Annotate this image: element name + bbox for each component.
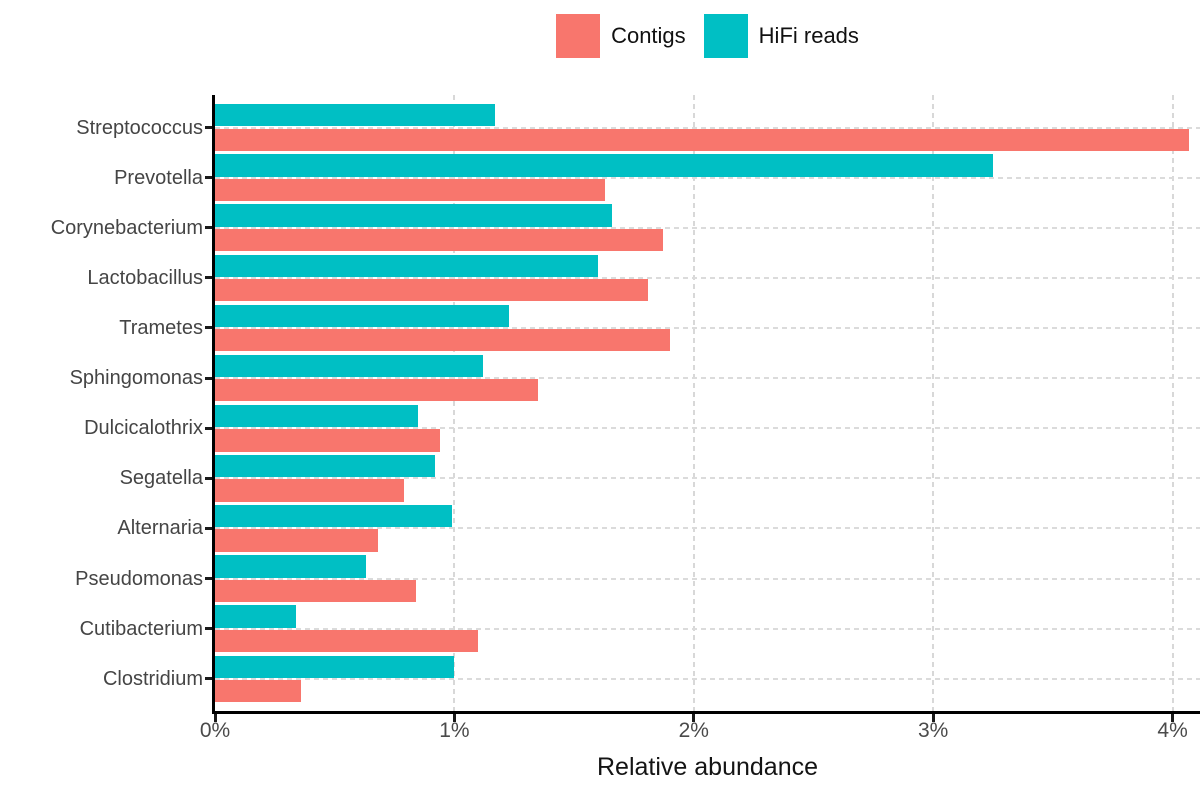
category-label-streptococcus: Streptococcus bbox=[76, 116, 203, 139]
bar-contigs-segatella bbox=[215, 479, 405, 502]
x-tick-label-4: 4% bbox=[1157, 719, 1188, 742]
horizontal-gridline bbox=[215, 176, 1200, 179]
y-tick bbox=[205, 226, 212, 230]
horizontal-gridline bbox=[215, 627, 1200, 630]
y-tick bbox=[205, 376, 212, 380]
y-tick bbox=[205, 526, 212, 530]
category-label-sphingomonas: Sphingomonas bbox=[69, 367, 203, 390]
category-label-corynebacterium: Corynebacterium bbox=[50, 216, 203, 239]
bar-hifi-prevotella bbox=[215, 154, 994, 177]
horizontal-gridline bbox=[215, 427, 1200, 430]
category-label-dulcicalothrix: Dulcicalothrix bbox=[84, 417, 203, 440]
x-tick bbox=[213, 714, 217, 722]
x-tick-label-1: 1% bbox=[439, 719, 470, 742]
y-tick bbox=[205, 627, 212, 631]
bar-contigs-pseudomonas bbox=[215, 579, 417, 602]
y-tick bbox=[205, 126, 212, 129]
horizontal-gridline bbox=[215, 226, 1200, 229]
vertical-gridline bbox=[453, 95, 456, 711]
x-axis-tick-labels: 0% 1% 2% 3% 4% bbox=[200, 719, 1200, 747]
category-label-prevotella: Prevotella bbox=[114, 166, 203, 189]
bar-hifi-segatella bbox=[215, 455, 436, 478]
y-tick bbox=[205, 476, 212, 480]
bar-contigs-trametes bbox=[215, 328, 670, 352]
bar-contigs-dulcicalothrix bbox=[215, 429, 441, 452]
bar-hifi-lactobacillus bbox=[215, 254, 599, 277]
vertical-gridline bbox=[932, 95, 935, 711]
bar-contigs-alternaria bbox=[215, 529, 378, 552]
category-label-pseudomonas: Pseudomonas bbox=[75, 567, 203, 590]
horizontal-gridline bbox=[215, 477, 1200, 480]
legend: Contigs HiFi reads bbox=[215, 14, 1200, 58]
bar-hifi-alternaria bbox=[215, 505, 452, 528]
y-tick bbox=[205, 426, 212, 430]
bar-contigs-sphingomonas bbox=[215, 379, 539, 402]
legend-item-hifi-reads: HiFi reads bbox=[703, 14, 859, 58]
x-tick-label-0: 0% bbox=[199, 719, 231, 742]
vertical-gridline bbox=[692, 95, 695, 711]
x-axis-title: Relative abundance bbox=[597, 753, 818, 781]
y-axis-line bbox=[212, 95, 215, 714]
category-label-alternaria: Alternaria bbox=[117, 517, 203, 540]
bar-contigs-corynebacterium bbox=[215, 228, 663, 252]
bar-contigs-cutibacterium bbox=[215, 629, 479, 652]
legend-label: Contigs bbox=[611, 23, 686, 48]
category-label-clostridium: Clostridium bbox=[102, 667, 203, 690]
x-tick-label-2: 2% bbox=[678, 719, 709, 742]
horizontal-gridline bbox=[215, 126, 1200, 129]
category-label-lactobacillus: Lactobacillus bbox=[87, 266, 203, 289]
bar-contigs-clostridium bbox=[215, 679, 302, 703]
category-label-segatella: Segatella bbox=[119, 467, 203, 490]
horizontal-gridline bbox=[215, 577, 1200, 580]
bar-hifi-streptococcus bbox=[215, 104, 496, 127]
x-tick bbox=[692, 714, 696, 722]
horizontal-gridline bbox=[215, 677, 1200, 680]
bar-contigs-prevotella bbox=[215, 178, 606, 201]
bar-hifi-clostridium bbox=[215, 655, 455, 678]
x-axis-line bbox=[212, 711, 1200, 714]
x-tick bbox=[1171, 714, 1175, 722]
plot-area bbox=[205, 95, 1200, 722]
horizontal-gridline bbox=[215, 326, 1200, 329]
category-label-cutibacterium: Cutibacterium bbox=[79, 617, 203, 640]
y-tick bbox=[205, 577, 212, 581]
bar-hifi-dulcicalothrix bbox=[215, 404, 419, 428]
x-tick bbox=[452, 714, 456, 722]
legend-label: HiFi reads bbox=[758, 23, 859, 48]
vertical-gridline bbox=[1171, 95, 1174, 711]
y-axis-labels: Streptococcus Prevotella Corynebacterium La… bbox=[0, 95, 203, 711]
y-tick bbox=[205, 677, 212, 681]
x-tick bbox=[931, 714, 935, 722]
legend-swatch bbox=[703, 14, 748, 58]
bar-contigs-streptococcus bbox=[215, 128, 1190, 151]
bar-contigs-lactobacillus bbox=[215, 278, 649, 302]
bar-hifi-trametes bbox=[215, 304, 510, 327]
category-label-trametes: Trametes bbox=[119, 316, 203, 339]
y-tick bbox=[205, 326, 212, 330]
horizontal-gridline bbox=[215, 276, 1200, 279]
bar-hifi-sphingomonas bbox=[215, 354, 484, 378]
bar-hifi-pseudomonas bbox=[215, 555, 366, 578]
bar-hifi-cutibacterium bbox=[215, 605, 297, 628]
horizontal-gridline bbox=[215, 377, 1200, 380]
bar-hifi-corynebacterium bbox=[215, 204, 613, 227]
legend-item-contigs: Contigs bbox=[556, 14, 686, 58]
legend-swatch bbox=[556, 14, 601, 58]
x-tick-label-3: 3% bbox=[918, 719, 949, 742]
y-tick bbox=[205, 176, 212, 180]
horizontal-gridline bbox=[215, 527, 1200, 530]
y-tick bbox=[205, 276, 212, 280]
